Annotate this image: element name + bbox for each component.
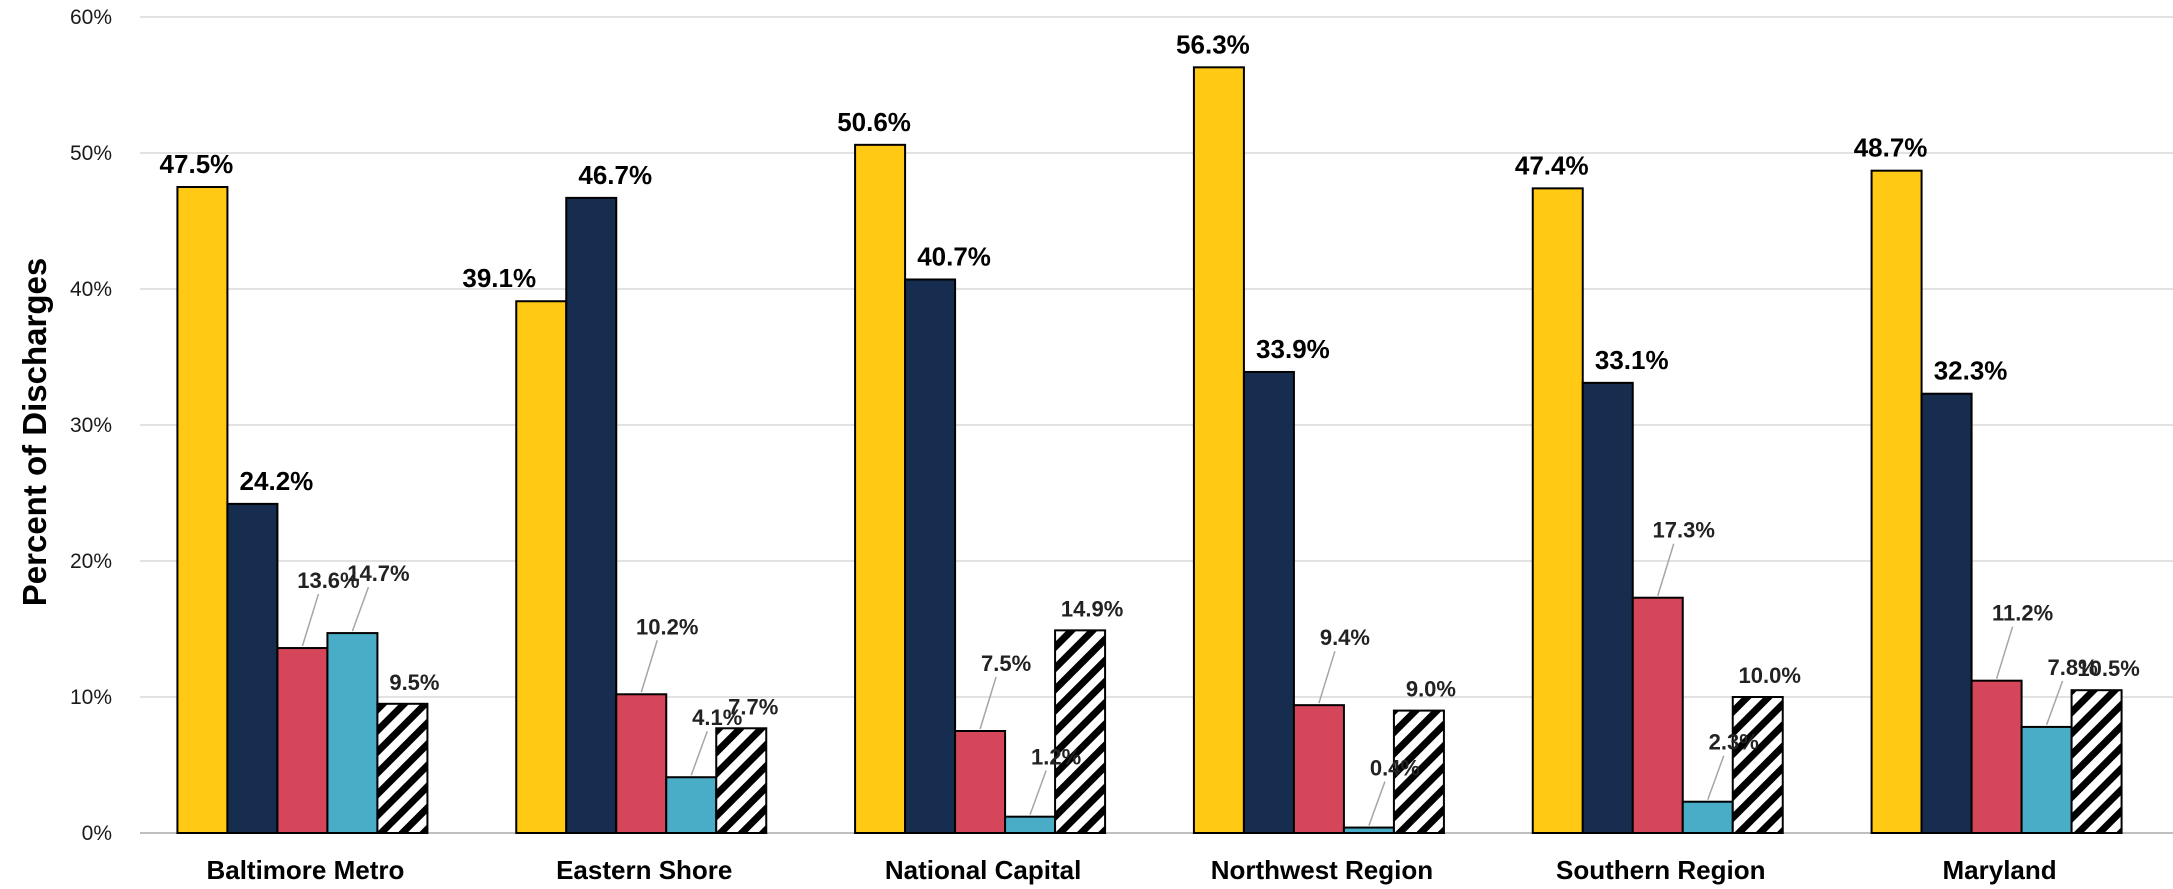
data-label: 39.1% [462, 263, 536, 293]
data-label: 56.3% [1176, 29, 1250, 59]
y-axis-label: Percent of Discharges [16, 258, 53, 606]
data-label: 7.8% [2048, 655, 2098, 680]
bar [1631, 596, 1684, 834]
x-category-label: Eastern Shore [556, 855, 732, 885]
leader-line [2045, 680, 2064, 726]
bar [1581, 381, 1634, 834]
y-tick-label: 20% [70, 550, 112, 573]
data-label: 2.3% [1709, 730, 1759, 755]
data-label: 10.0% [1739, 663, 1801, 688]
x-category-label: Northwest Region [1211, 855, 1433, 885]
bar [226, 502, 279, 834]
bar [1054, 629, 1107, 834]
leader-line [690, 730, 708, 776]
data-label: 9.0% [1406, 677, 1456, 702]
leader-line [1995, 626, 2014, 679]
y-tick-label: 10% [70, 686, 112, 709]
data-label: 1.2% [1031, 745, 1081, 770]
bar [1531, 187, 1584, 835]
leader-line [979, 676, 997, 730]
y-tick-label: 60% [70, 6, 112, 29]
bar [1242, 370, 1295, 834]
bar [615, 693, 668, 835]
data-label: 32.3% [1934, 356, 2008, 386]
bar [715, 727, 768, 835]
leader-line [640, 640, 658, 693]
data-label: 9.4% [1320, 625, 1370, 650]
x-axis-categories: Baltimore Metro Eastern Shore National Cap… [206, 855, 2056, 885]
data-label: 10.5% [2077, 656, 2139, 681]
bar [1681, 800, 1734, 834]
bar [904, 278, 957, 835]
y-tick-label: 50% [70, 142, 112, 165]
bar [565, 196, 618, 834]
data-label: 7.7% [728, 694, 778, 719]
y-tick-label: 0% [82, 822, 112, 845]
bar [1870, 169, 1923, 834]
data-label: 50.6% [837, 107, 911, 137]
data-label: 14.9% [1061, 596, 1123, 621]
x-category-label: National Capital [885, 855, 1081, 885]
data-label: 0.4% [1370, 756, 1420, 781]
bar [1342, 826, 1395, 834]
data-label: 47.5% [160, 149, 234, 179]
leader-line [301, 593, 320, 647]
data-label: 47.4% [1515, 150, 1589, 180]
x-category-label: Southern Region [1556, 855, 1765, 885]
bar [1392, 709, 1445, 834]
data-label: 14.7% [347, 561, 409, 586]
bar [1970, 679, 2023, 834]
bar [1192, 66, 1245, 834]
leader-line [1657, 543, 1675, 596]
y-tick-label: 40% [70, 278, 112, 301]
leader-line [1368, 781, 1386, 826]
leader-line [1707, 755, 1725, 800]
data-label: 7.5% [981, 651, 1031, 676]
data-label: 11.2% [1992, 601, 2053, 626]
x-category-label: Baltimore Metro [206, 855, 404, 885]
data-label: 33.9% [1256, 334, 1330, 364]
gridlines [140, 16, 2173, 834]
data-label: 4.1% [692, 705, 742, 730]
bar [954, 730, 1007, 834]
leader-line [351, 586, 370, 632]
data-label: 33.1% [1595, 345, 1669, 375]
data-label: 46.7% [578, 160, 652, 190]
bar [854, 143, 907, 834]
y-axis-ticks: 0% 10% 20% 30% 40% 50% 60% [70, 6, 112, 845]
bar [1920, 392, 1973, 834]
bar [276, 647, 329, 834]
data-label: 48.7% [1854, 133, 1928, 163]
data-label: 9.5% [389, 670, 439, 695]
bar [326, 632, 379, 835]
data-label: 13.6% [297, 568, 359, 593]
bar [2020, 725, 2073, 834]
x-category-label: Maryland [1943, 855, 2057, 885]
leader-line [1318, 650, 1336, 704]
bar [1731, 696, 1784, 834]
data-labels: 47.5% 24.2% 13.6%14.7% 9.5% 39.1% 46.7% 10.2% 4… [160, 29, 2140, 826]
leader-line [1029, 770, 1047, 815]
bar [665, 776, 718, 834]
data-label: 17.3% [1653, 518, 1715, 543]
data-label: 10.2% [636, 614, 698, 639]
bar [376, 702, 429, 834]
bar [515, 300, 568, 834]
y-tick-label: 30% [70, 414, 112, 437]
data-label: 24.2% [240, 466, 314, 496]
bar [2070, 689, 2123, 835]
bar [1004, 815, 1057, 834]
bars [176, 66, 2123, 835]
bar [176, 186, 229, 834]
data-label: 40.7% [917, 241, 991, 271]
bar [1292, 704, 1345, 834]
